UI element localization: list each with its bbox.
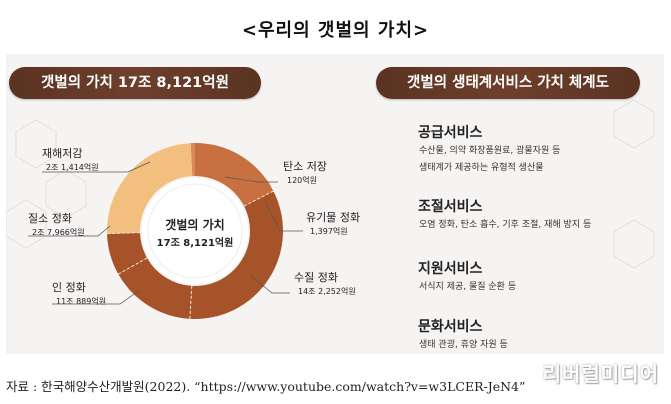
slice-6 — [107, 232, 148, 275]
source-caption: 자료 : 한국해양수산개발원(2022). “https://www.youtu… — [6, 379, 526, 394]
service-desc-1-2: 생태계가 제공하는 유형적 생산물 — [419, 163, 544, 173]
leader-line — [52, 289, 141, 305]
center-value: 17조 8,121억원 — [157, 236, 234, 249]
service-title-3: 지원서비스 — [418, 261, 483, 277]
service-title-4: 문화서비스 — [418, 319, 483, 335]
hexagon-decoration-left — [6, 119, 87, 249]
service-title-1: 공급서비스 — [418, 125, 483, 141]
donut-chart: 갯벌의 가치 17조 8,121억원 재해저감 2조 1,414억원 탄소 저장 120억… — [28, 143, 360, 319]
slice-5 — [118, 257, 192, 319]
slice-label-3: 유기물 정화 — [306, 211, 360, 224]
slice-label-4: 수질 정화 — [294, 271, 338, 284]
slice-value-5: 11조 889억원 — [56, 296, 106, 306]
slice-value-1: 2조 1,414억원 — [46, 162, 99, 172]
right-header-pill: 갯벌의 생태계서비스 가치 체계도 — [376, 67, 640, 99]
slice-label-5: 인 정화 — [52, 281, 86, 294]
service-desc-2-1: 오염 정화, 탄소 흡수, 기후 조절, 재해 방지 등 — [419, 220, 592, 230]
service-desc-1-1: 수산물, 의약 화장품원료, 광물자원 등 — [419, 146, 561, 156]
leader-line — [264, 200, 303, 232]
slice-divider — [243, 190, 274, 207]
slice-value-4: 14조 2,252억원 — [298, 286, 356, 296]
hexagon-decoration-right — [613, 99, 655, 269]
slice-divider — [118, 257, 148, 275]
slice-value-6: 2조 7,966억원 — [32, 227, 85, 237]
donut-hole-ring — [147, 183, 243, 279]
slice-value-3: 1,397억원 — [310, 226, 348, 236]
slice-divider — [107, 232, 141, 235]
leader-line — [28, 225, 111, 237]
left-header-pill: 갯벌의 가치 17조 8,121억원 — [9, 67, 261, 99]
slice-label-1: 재해저감 — [42, 146, 82, 160]
slice-label-2: 탄소 저장 — [283, 160, 327, 173]
slice-4 — [189, 191, 283, 319]
page-title: <우리의 갯벌의 가치> — [241, 20, 430, 41]
watermark-logo: 리버럴미디어 — [542, 362, 659, 386]
service-title-2: 조절서비스 — [418, 199, 483, 215]
donut-hole — [142, 178, 248, 284]
slice-divider — [189, 285, 193, 319]
center-label: 갯벌의 가치 — [165, 217, 224, 232]
service-desc-4-1: 생태 관광, 휴양 자원 등 — [419, 340, 508, 350]
service-desc-3-1: 서식지 제공, 물질 순환 등 — [419, 282, 517, 292]
slice-value-2: 120억원 — [287, 175, 317, 185]
leader-line — [224, 176, 278, 183]
slice-label-6: 질소 정화 — [28, 212, 72, 225]
slice-1 — [106, 143, 193, 234]
leader-line — [249, 274, 290, 294]
leader-line — [42, 161, 151, 173]
slice-3 — [195, 143, 274, 207]
